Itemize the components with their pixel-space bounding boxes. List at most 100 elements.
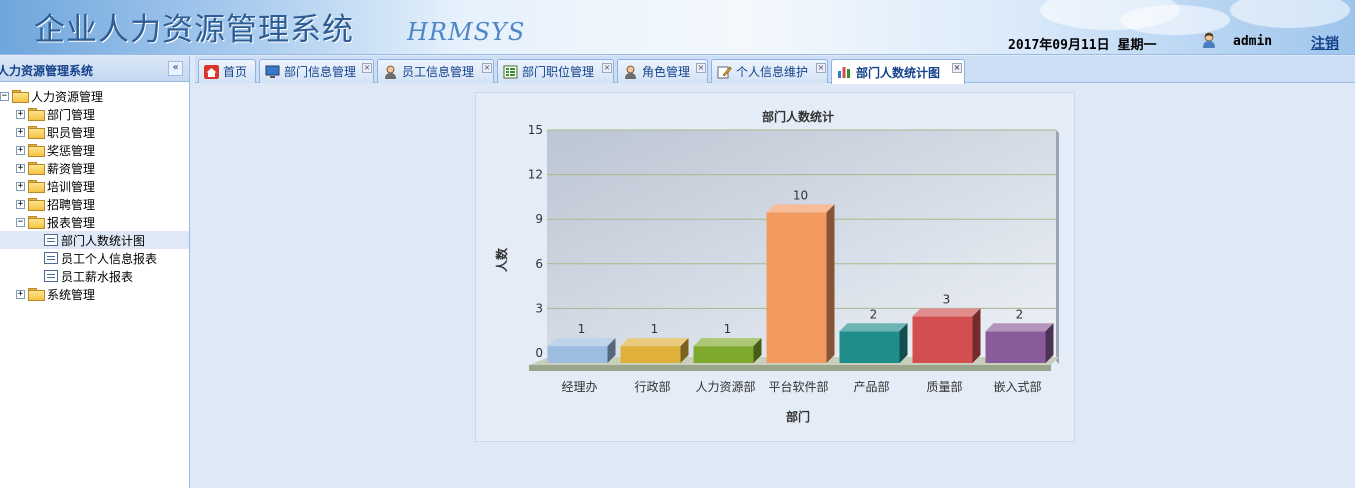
tab-label: 部门职位管理 (522, 65, 595, 79)
tree-item-label: 培训管理 (47, 179, 96, 194)
tab-personal-info[interactable]: 个人信息维护 × (711, 59, 828, 83)
sidebar: 人力资源管理系统 « − 人力资源管理 + 部门管理 + 职员管理 + 奖惩管理… (0, 56, 190, 488)
tree-item-reward[interactable]: + 奖惩管理 (16, 141, 95, 159)
tab-home[interactable]: 首页 (198, 59, 256, 83)
chart-title: 部门人数统计 (762, 109, 834, 124)
folder-icon (28, 162, 45, 175)
expand-toggle-icon[interactable]: + (16, 162, 25, 173)
bar-data-label: 3 (943, 292, 951, 306)
tree-item-label: 薪资管理 (47, 161, 96, 176)
grid-icon (503, 65, 518, 78)
close-icon[interactable]: × (696, 63, 706, 73)
monitor-icon (265, 65, 280, 78)
tab-label: 员工信息管理 (402, 65, 475, 79)
tab-label: 部门信息管理 (284, 65, 357, 79)
logout-link[interactable]: 注销 (1311, 36, 1339, 52)
current-date: 2017年09月11日 星期一 (1008, 38, 1157, 53)
collapse-sidebar-button[interactable]: « (168, 61, 183, 76)
app-logo: HRMSYS (407, 18, 526, 46)
x-tick-label: 嵌入式部 (993, 379, 1041, 394)
plot-side-wall (1056, 130, 1059, 364)
bar-data-label: 1 (578, 322, 586, 336)
tab-staff-info[interactable]: 员工信息管理 × (377, 59, 494, 83)
expand-toggle-icon[interactable]: + (16, 108, 25, 119)
bar-data-label: 1 (651, 322, 659, 336)
x-tick-label: 产品部 (853, 379, 889, 394)
folder-open-icon (12, 90, 29, 103)
bar-side (607, 338, 616, 363)
tree-item-training[interactable]: + 培训管理 (16, 177, 95, 195)
tree-item-recruit[interactable]: + 招聘管理 (16, 195, 95, 213)
tree-item-label: 招聘管理 (47, 197, 96, 212)
folder-icon (28, 198, 45, 211)
tree-leaf-dept-chart[interactable]: 部门人数统计图 (0, 231, 189, 249)
expand-toggle-icon[interactable]: + (16, 180, 25, 191)
expand-toggle-icon[interactable]: + (16, 288, 25, 299)
folder-icon (28, 126, 45, 139)
y-tick-label: 15 (528, 123, 543, 137)
folder-icon (28, 180, 45, 193)
y-tick-label: 12 (528, 168, 543, 182)
y-tick-label: 9 (535, 212, 543, 226)
x-tick-label: 质量部 (926, 379, 962, 394)
expand-toggle-icon[interactable]: + (16, 198, 25, 209)
bar-top (766, 204, 835, 213)
bar-chart-icon (838, 67, 850, 78)
username: admin (1233, 34, 1273, 49)
bar-side (972, 308, 981, 363)
collapse-toggle-icon[interactable]: − (0, 90, 9, 101)
tab-label: 个人信息维护 (736, 65, 809, 79)
y-tick-label: 6 (535, 257, 543, 271)
home-icon (204, 64, 219, 79)
tree-item-label: 部门管理 (47, 107, 96, 122)
close-icon[interactable]: × (816, 63, 826, 73)
bar-data-label: 2 (870, 307, 878, 321)
bar-data-label: 2 (1016, 307, 1024, 321)
tab-roles[interactable]: 角色管理 × (617, 59, 708, 83)
y-axis-label: 人数 (494, 247, 509, 272)
bar-side (826, 204, 835, 363)
x-tick-label: 行政部 (634, 379, 670, 394)
tree-leaf-label: 员工薪水报表 (61, 269, 134, 284)
bar-data-label: 1 (724, 322, 732, 336)
tab-label: 首页 (223, 65, 248, 79)
x-tick-label: 平台软件部 (768, 379, 828, 394)
app-header: 企业人力资源管理系统 HRMSYS 2017年09月11日 星期一 admin … (0, 0, 1355, 55)
tree-item-label: 报表管理 (47, 215, 96, 230)
tab-dept-info[interactable]: 部门信息管理 × (259, 59, 374, 83)
dept-headcount-chart: 0 3 6 9 12 15 1 经理办 1 行政部 1 人力资源部 10 平台软件部 2 产品部 3 质量部 2 嵌入… (494, 109, 1059, 424)
expand-toggle-icon[interactable]: + (16, 144, 25, 155)
folder-open-icon (28, 216, 45, 229)
plot-floor-edge (529, 365, 1051, 371)
tree-item-dept[interactable]: + 部门管理 (16, 105, 95, 123)
close-icon[interactable]: × (952, 63, 962, 73)
close-icon[interactable]: × (602, 63, 612, 73)
tree-item-system[interactable]: + 系统管理 (16, 285, 95, 303)
tree-item-staff[interactable]: + 职员管理 (16, 123, 95, 141)
tree-leaf-label: 部门人数统计图 (61, 233, 146, 248)
bar-top (547, 338, 616, 347)
tree-leaf-staff-report[interactable]: 员工个人信息报表 (44, 249, 157, 267)
app-title: 企业人力资源管理系统 (34, 12, 354, 48)
tree-leaf-salary-report[interactable]: 员工薪水报表 (44, 267, 133, 285)
expand-toggle-icon[interactable]: + (16, 126, 25, 137)
bar-front (839, 331, 900, 363)
main-panel: 0 3 6 9 12 15 1 经理办 1 行政部 1 人力资源部 10 平台软件部 2 产品部 3 质量部 2 嵌入… (195, 84, 1355, 488)
bar-side (753, 338, 762, 363)
sidebar-header: 人力资源管理系统 « (0, 56, 189, 82)
tab-dept-position[interactable]: 部门职位管理 × (497, 59, 614, 83)
bar-side (1045, 323, 1054, 363)
collapse-toggle-icon[interactable]: − (16, 216, 25, 227)
close-icon[interactable]: × (362, 63, 372, 73)
tree-item-salary[interactable]: + 薪资管理 (16, 159, 95, 177)
user-icon (1203, 32, 1215, 48)
tree-item-label: 职员管理 (47, 125, 96, 140)
tree-item-reports[interactable]: − 报表管理 (16, 213, 95, 231)
tab-dept-chart[interactable]: 部门人数统计图 × (831, 59, 965, 84)
close-icon[interactable]: × (482, 63, 492, 73)
bar-top (839, 323, 908, 332)
tab-bar: 首页 部门信息管理 × 员工信息管理 × 部门职位管理 × 角色管理 (195, 56, 1355, 84)
bar-front (693, 346, 754, 363)
tree-item-label: 奖惩管理 (47, 143, 96, 158)
tree-root[interactable]: − 人力资源管理 (0, 87, 103, 105)
